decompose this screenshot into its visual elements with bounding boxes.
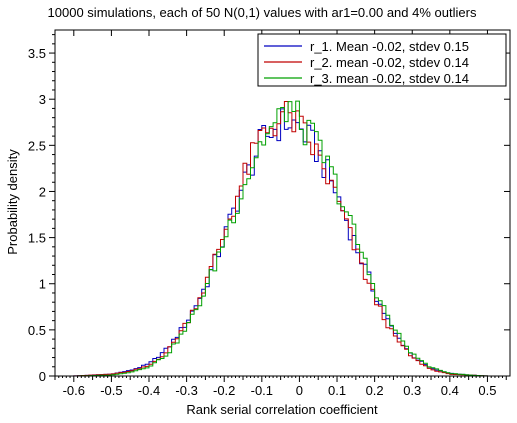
y-tick-label: 3	[39, 92, 46, 107]
y-axis-label: Probability density	[5, 149, 20, 255]
y-tick-label: 2	[39, 184, 46, 199]
series-r2-line	[73, 101, 507, 377]
x-tick-label: -0.2	[213, 383, 235, 398]
y-tick-label: 1	[39, 277, 46, 292]
y-tick-label: 0	[39, 369, 46, 384]
x-tick-label: -0.6	[63, 383, 85, 398]
x-tick-label: 0.2	[366, 383, 384, 398]
y-tick-label: 0.5	[28, 323, 46, 338]
legend-entry-r2: r_2. mean -0.02, stdev 0.14	[310, 55, 469, 70]
chart-title: 10000 simulations, each of 50 N(0,1) val…	[48, 5, 477, 20]
y-tick-label: 3.5	[28, 46, 46, 61]
x-tick-label: 0.1	[328, 383, 346, 398]
x-axis-label: Rank serial correlation coefficient	[186, 402, 378, 417]
x-tick-label: 0.3	[403, 383, 421, 398]
legend-entry-r1: r_1. Mean -0.02, stdev 0.15	[310, 39, 469, 54]
ticks-layer: -0.6 -0.5 -0.4 -0.3 -0.2 -0.1 0 0.1 0.2 0.3 0.4 0.5…	[28, 30, 510, 398]
x-tick-label: -0.3	[175, 383, 197, 398]
y-tick-label: 2.5	[28, 138, 46, 153]
x-tick-label: -0.4	[138, 383, 160, 398]
y-tick-label: 1.5	[28, 231, 46, 246]
x-tick-label: 0	[296, 383, 303, 398]
legend: r_1. Mean -0.02, stdev 0.15 r_2. mean -0…	[257, 33, 507, 87]
x-tick-label: -0.5	[100, 383, 122, 398]
x-tick-label: 0.4	[441, 383, 459, 398]
series-r3-line	[73, 100, 507, 377]
series-layer	[73, 100, 507, 377]
plot-frame	[54, 29, 511, 377]
x-tick-label: 0.5	[478, 383, 496, 398]
x-tick-label: -0.1	[251, 383, 273, 398]
legend-entry-r3: r_3. mean -0.02, stdev 0.14	[310, 71, 469, 86]
series-r1-line	[73, 108, 507, 377]
legend-box	[257, 33, 507, 87]
